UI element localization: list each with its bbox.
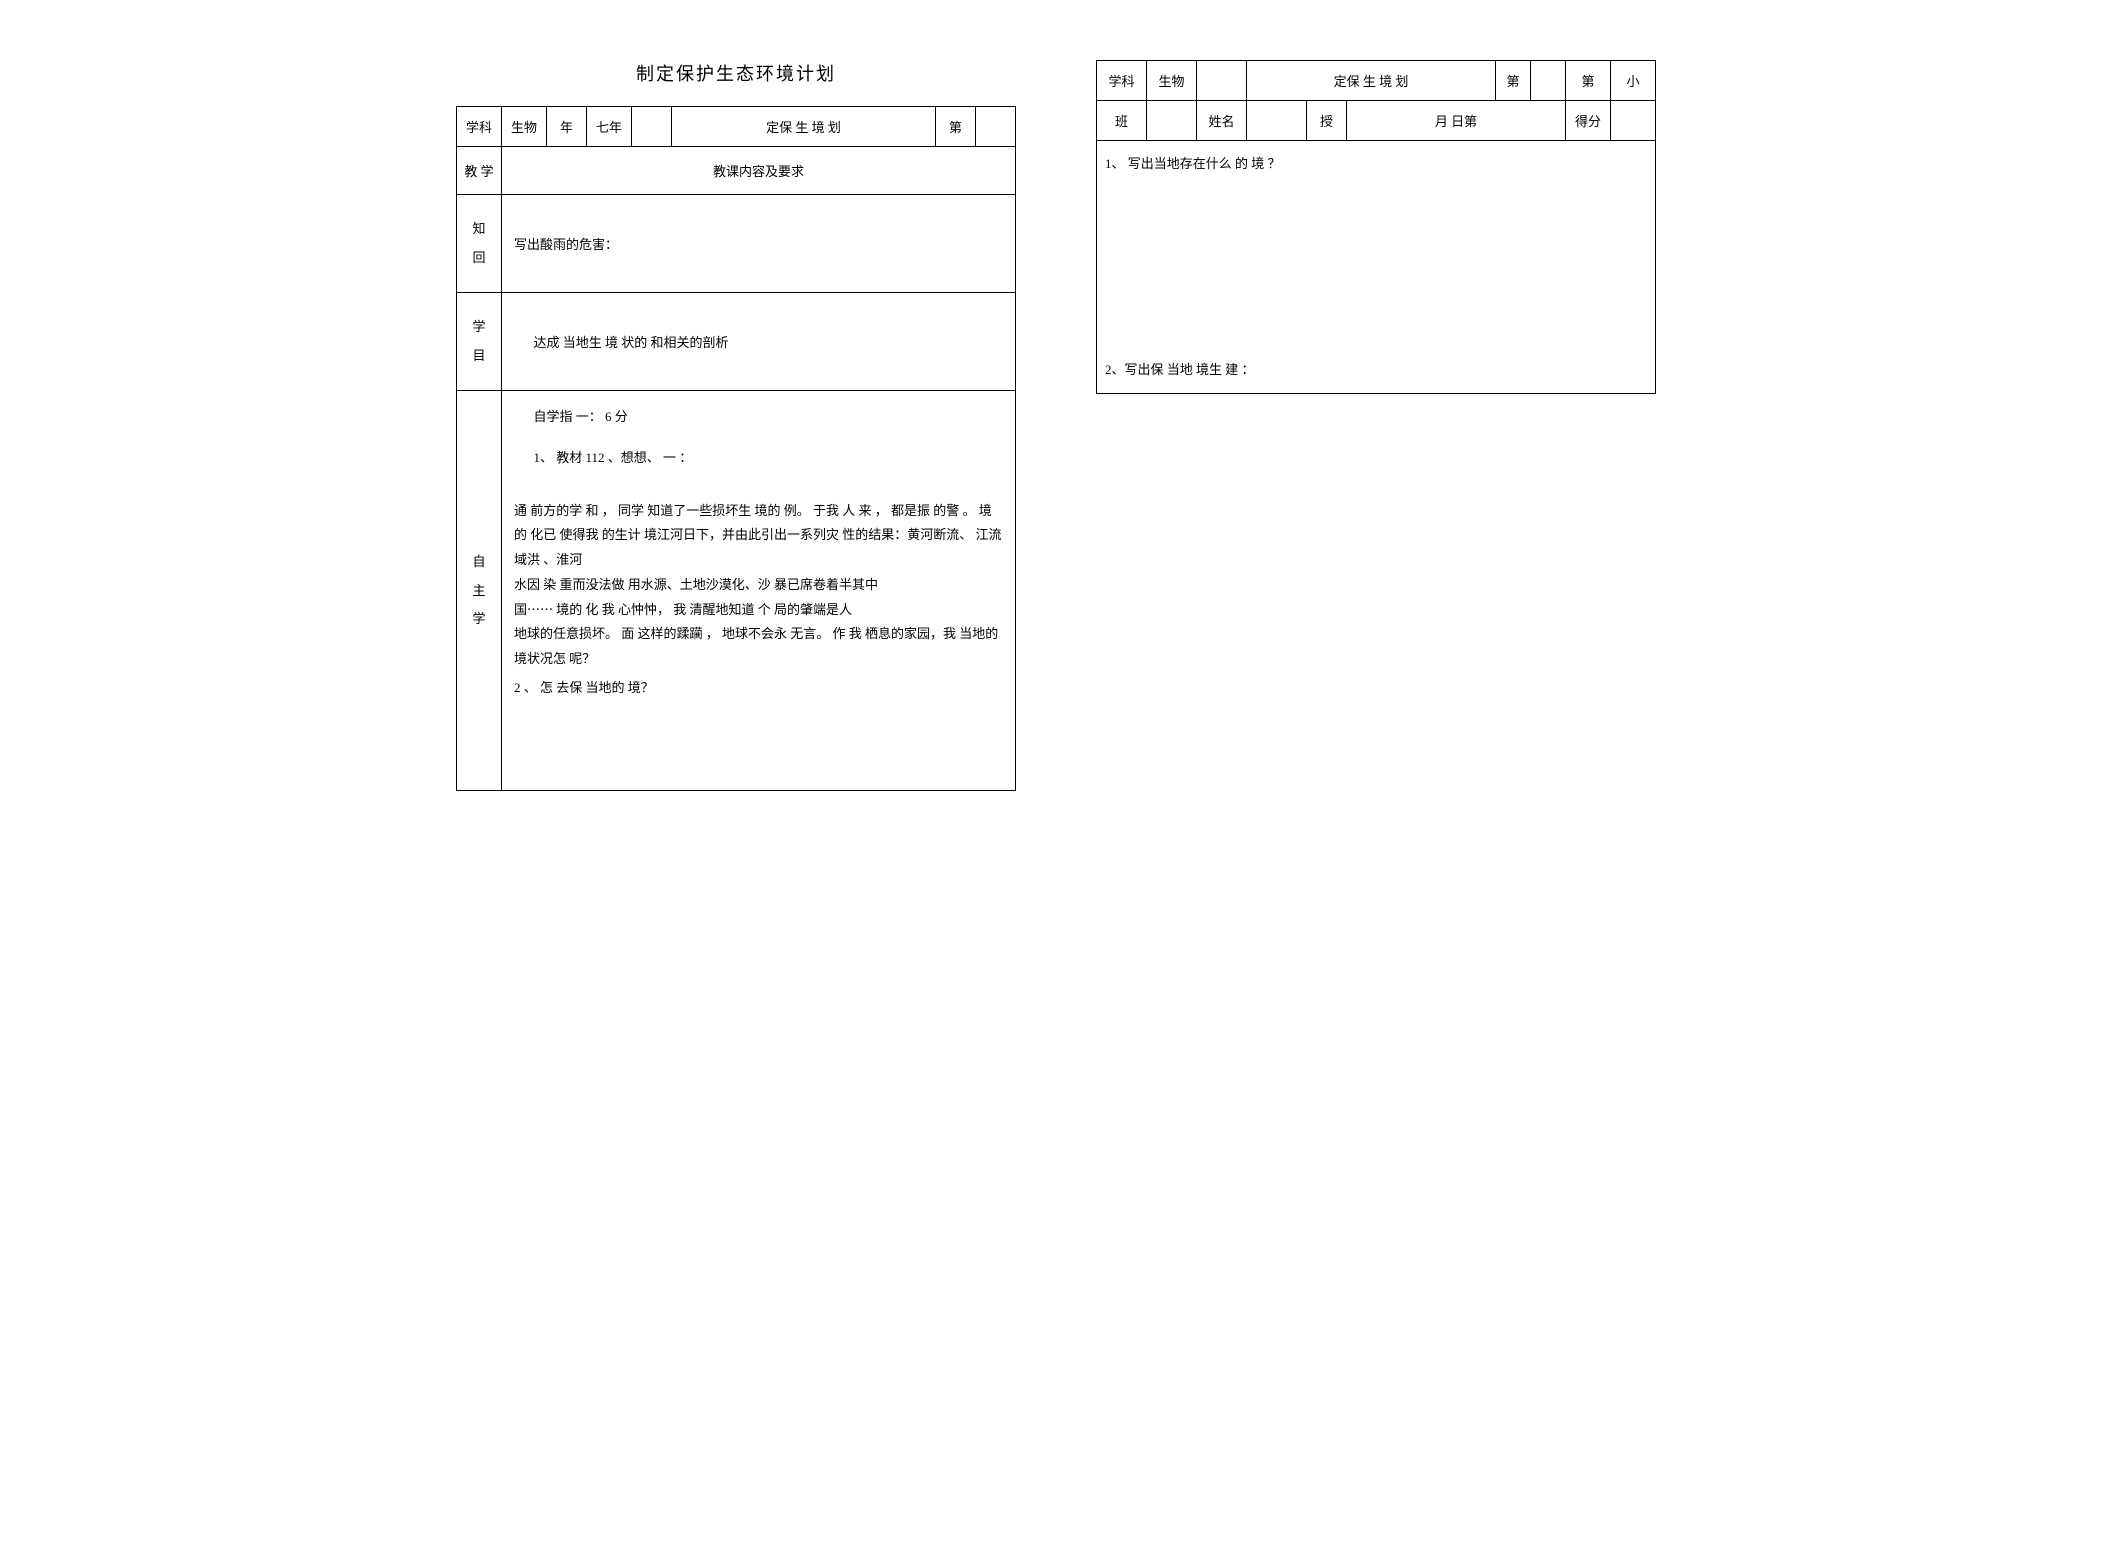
selfstudy-line: 自学指 一： 6 分 [534,405,1004,430]
table-row: 知 回 写出酸雨的危害： [457,195,1016,293]
cell-r-subject-value: 生物 [1147,61,1197,101]
cell-r-score-value [1611,101,1656,141]
question-2: 2、写出保 当地 境生 建 ： [1105,357,1647,383]
table-row: 自 主 学 自学指 一： 6 分 1、 教材 112 、想想、 一 ： 通 前方… [457,391,1016,791]
question-area: 1、 写出当地存在什么 的 境 ？ 2、写出保 当地 境生 建 ： [1097,141,1656,394]
cell-year-label: 年 [547,107,587,147]
cell-r-class-value [1147,101,1197,141]
cell-r-section-value: 小 [1611,61,1656,101]
cell-number-value [976,107,1016,147]
cell-subject-value: 生物 [502,107,547,147]
cell-r-date: 月 日第 [1347,101,1566,141]
cell-r-num-label: 第 [1496,61,1531,101]
cell-teaching-content: 教课内容及要求 [502,147,1016,195]
cell-selfstudy-label: 自 主 学 [457,391,502,791]
table-row: 班 姓名 授 月 日第 得分 [1097,101,1656,141]
cell-empty [632,107,672,147]
left-table: 学科 生物 年 七年 定保 生 境 划 第 教 学 教课内容及要求 知 回 写出… [456,106,1016,791]
question-1: 1、 写出当地存在什么 的 境 ？ [1105,151,1647,177]
table-row: 学 目 达成 当地生 境 状的 和相关的剖析 [457,293,1016,391]
table-row: 教 学 教课内容及要求 [457,147,1016,195]
page-container: 制定保护生态环境计划 学科 生物 年 七年 定保 生 境 划 第 教 学 教课内… [80,60,2032,791]
label-line: 目 [461,342,497,371]
cell-r-topic: 定保 生 境 划 [1247,61,1496,101]
objective-text: 达成 当地生 境 状的 和相关的剖析 [514,332,1003,351]
selfstudy-para: 国⋯⋯ 境的 化 我 心忡忡， 我 清醒地知道 个 局的肇端是人 [514,598,1003,623]
cell-knowledge-label: 知 回 [457,195,502,293]
cell-number-label: 第 [936,107,976,147]
cell-r-empty [1197,61,1247,101]
label-line: 主 [461,577,497,606]
selfstudy-para: 水因 染 重而没法做 用水源、土地沙漠化、沙 暴已席卷着半其中 [514,573,1003,598]
cell-r-name-label: 姓名 [1197,101,1247,141]
label-line: 学 [461,313,497,342]
selfstudy-line: 2 、 怎 去保 当地的 境？ [514,676,1003,701]
left-page: 制定保护生态环境计划 学科 生物 年 七年 定保 生 境 划 第 教 学 教课内… [456,60,1016,791]
cell-selfstudy-content: 自学指 一： 6 分 1、 教材 112 、想想、 一 ： 通 前方的学 和 ，… [502,391,1016,791]
cell-objective-content: 达成 当地生 境 状的 和相关的剖析 [502,293,1016,391]
selfstudy-para: 地球的任意损坏。 面 这样的蹂躏 ， 地球不会永 无言。 作 我 栖息的家园，我… [514,622,1003,671]
cell-objective-label: 学 目 [457,293,502,391]
cell-r-score-label: 得分 [1566,101,1611,141]
cell-r-class-label: 班 [1097,101,1147,141]
label-line: 自 [461,548,497,577]
cell-topic: 定保 生 境 划 [672,107,936,147]
selfstudy-para: 通 前方的学 和 ， 同学 知道了一些损坏生 境的 例。 于我 人 来 ， 都是… [514,499,1003,573]
label-line: 学 [461,605,497,634]
right-page: 学科 生物 定保 生 境 划 第 第 小 班 姓名 授 月 日第 得分 [1096,60,1656,791]
table-row: 学科 生物 定保 生 境 划 第 第 小 [1097,61,1656,101]
right-table: 学科 生物 定保 生 境 划 第 第 小 班 姓名 授 月 日第 得分 [1096,60,1656,394]
cell-r-subject-label: 学科 [1097,61,1147,101]
cell-r-num-value [1531,61,1566,101]
label-line: 回 [461,244,497,273]
document-title: 制定保护生态环境计划 [456,60,1016,86]
label-line: 知 [461,215,497,244]
cell-year-value: 七年 [587,107,632,147]
cell-knowledge-content: 写出酸雨的危害： [502,195,1016,293]
cell-teaching-label: 教 学 [457,147,502,195]
selfstudy-line: 1、 教材 112 、想想、 一 ： [534,446,1004,471]
cell-r-name-value [1247,101,1307,141]
cell-r-teach-label: 授 [1307,101,1347,141]
cell-r-section-label: 第 [1566,61,1611,101]
table-row: 1、 写出当地存在什么 的 境 ？ 2、写出保 当地 境生 建 ： [1097,141,1656,394]
table-row: 学科 生物 年 七年 定保 生 境 划 第 [457,107,1016,147]
cell-subject-label: 学科 [457,107,502,147]
